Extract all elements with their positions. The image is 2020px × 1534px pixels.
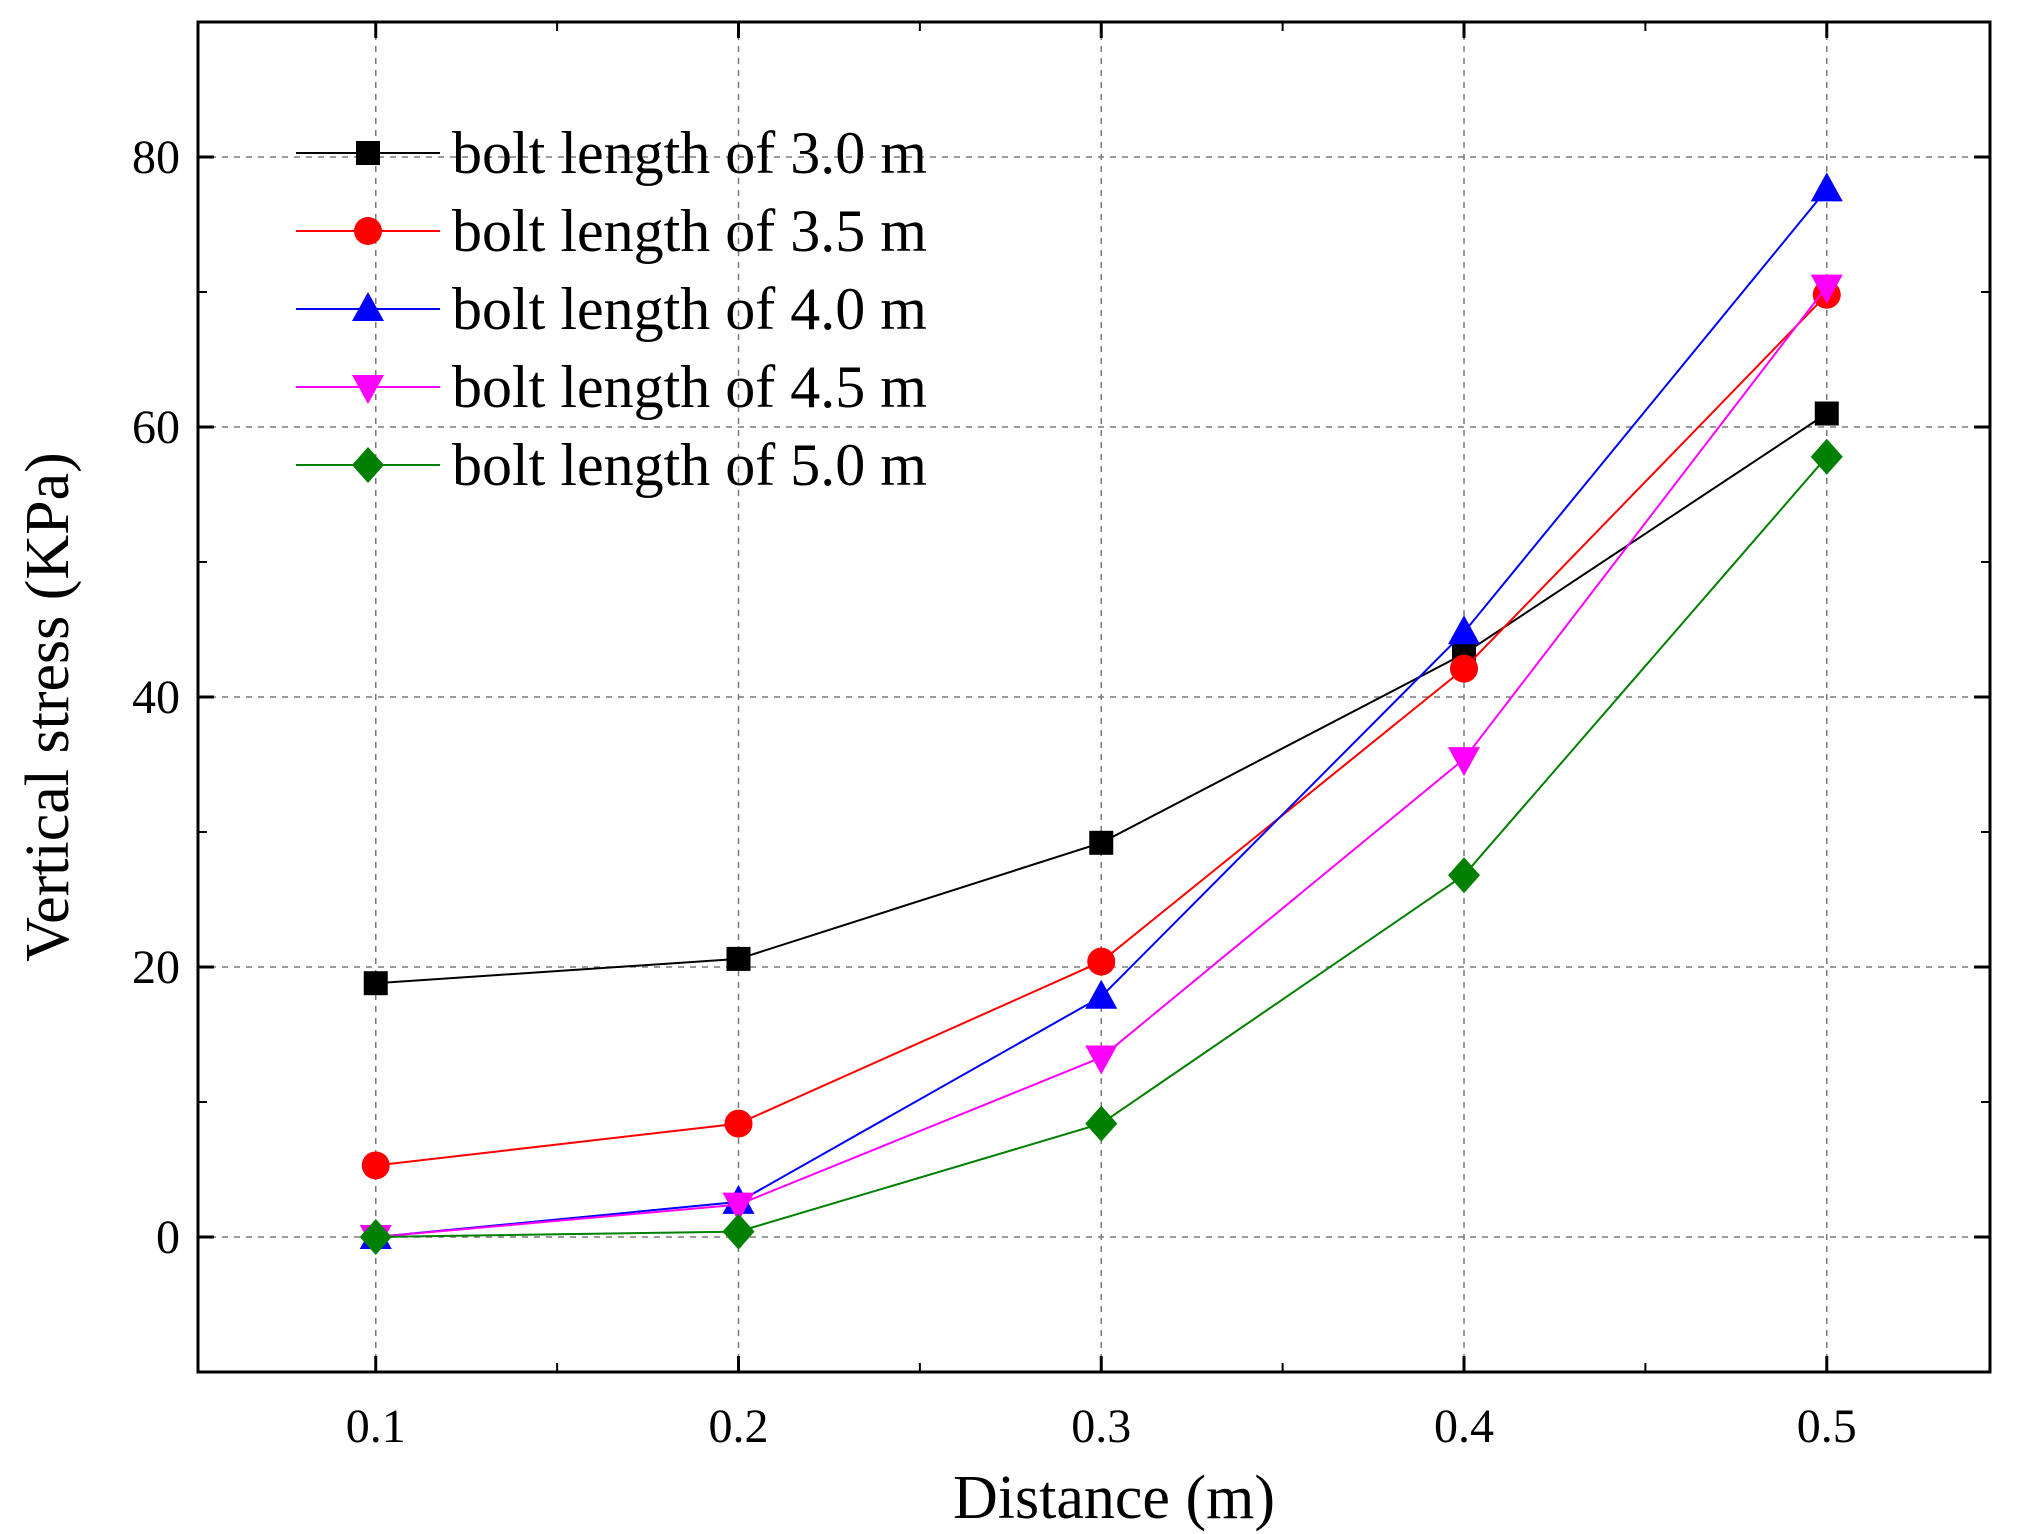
data-point <box>1450 654 1479 683</box>
x-tick-label: 0.4 <box>1434 1400 1494 1453</box>
data-point <box>1448 747 1481 777</box>
data-point <box>363 971 388 996</box>
legend-label: bolt length of 3.0 m <box>452 120 927 186</box>
y-tick-label: 20 <box>132 941 180 994</box>
data-point <box>1085 1045 1118 1075</box>
legend-marker <box>356 141 380 165</box>
legend-marker <box>352 292 384 321</box>
x-tick-label: 0.1 <box>346 1400 406 1453</box>
legend-entry: bolt length of 3.5 m <box>296 198 927 264</box>
data-point <box>1810 274 1843 304</box>
legend-marker <box>352 447 384 483</box>
data-point <box>726 946 751 971</box>
y-tick-label: 40 <box>132 671 180 724</box>
legend-entry: bolt length of 5.0 m <box>296 432 927 498</box>
data-point <box>359 1219 392 1255</box>
y-tick-label: 60 <box>132 401 180 454</box>
series-group <box>359 172 1843 1255</box>
legend-entry: bolt length of 4.0 m <box>296 276 927 342</box>
y-tick-label: 0 <box>156 1211 180 1264</box>
data-point <box>1448 857 1481 894</box>
legend-label: bolt length of 3.5 m <box>452 198 927 264</box>
legend-marker <box>352 375 384 404</box>
data-point <box>1448 615 1481 645</box>
series-5 <box>359 438 1843 1255</box>
y-axis-title: Vertical stress (KPa) <box>14 452 82 962</box>
legend: bolt length of 3.0 m bolt length of 3.5 m… <box>296 120 927 498</box>
legend-label: bolt length of 4.0 m <box>452 276 927 342</box>
data-point <box>722 1213 755 1250</box>
x-axis-title: Distance (m) <box>953 1464 1275 1532</box>
series-1 <box>363 401 1839 996</box>
data-point <box>1810 438 1843 475</box>
y-tick-label: 80 <box>132 131 180 184</box>
data-point <box>1087 947 1116 976</box>
x-tick-label: 0.5 <box>1797 1400 1857 1453</box>
legend-label: bolt length of 4.5 m <box>452 354 927 420</box>
x-tick-label: 0.2 <box>709 1400 769 1453</box>
legend-entry: bolt length of 4.5 m <box>296 354 927 420</box>
grid-lines <box>198 22 1990 1372</box>
data-point <box>361 1151 390 1180</box>
data-point <box>1810 172 1843 202</box>
data-point <box>724 1109 753 1138</box>
data-point <box>1814 401 1839 426</box>
legend-entry: bolt length of 3.0 m <box>296 120 927 186</box>
data-point <box>722 1192 755 1222</box>
legend-label: bolt length of 5.0 m <box>452 432 927 498</box>
data-point <box>1089 830 1114 855</box>
data-point <box>1085 979 1118 1009</box>
data-point <box>1085 1105 1118 1142</box>
axes: 0.1 0.2 0.3 0.4 0.5 0 20 40 60 80 <box>132 21 1990 1453</box>
legend-marker <box>354 217 382 245</box>
x-tick-label: 0.3 <box>1071 1400 1131 1453</box>
